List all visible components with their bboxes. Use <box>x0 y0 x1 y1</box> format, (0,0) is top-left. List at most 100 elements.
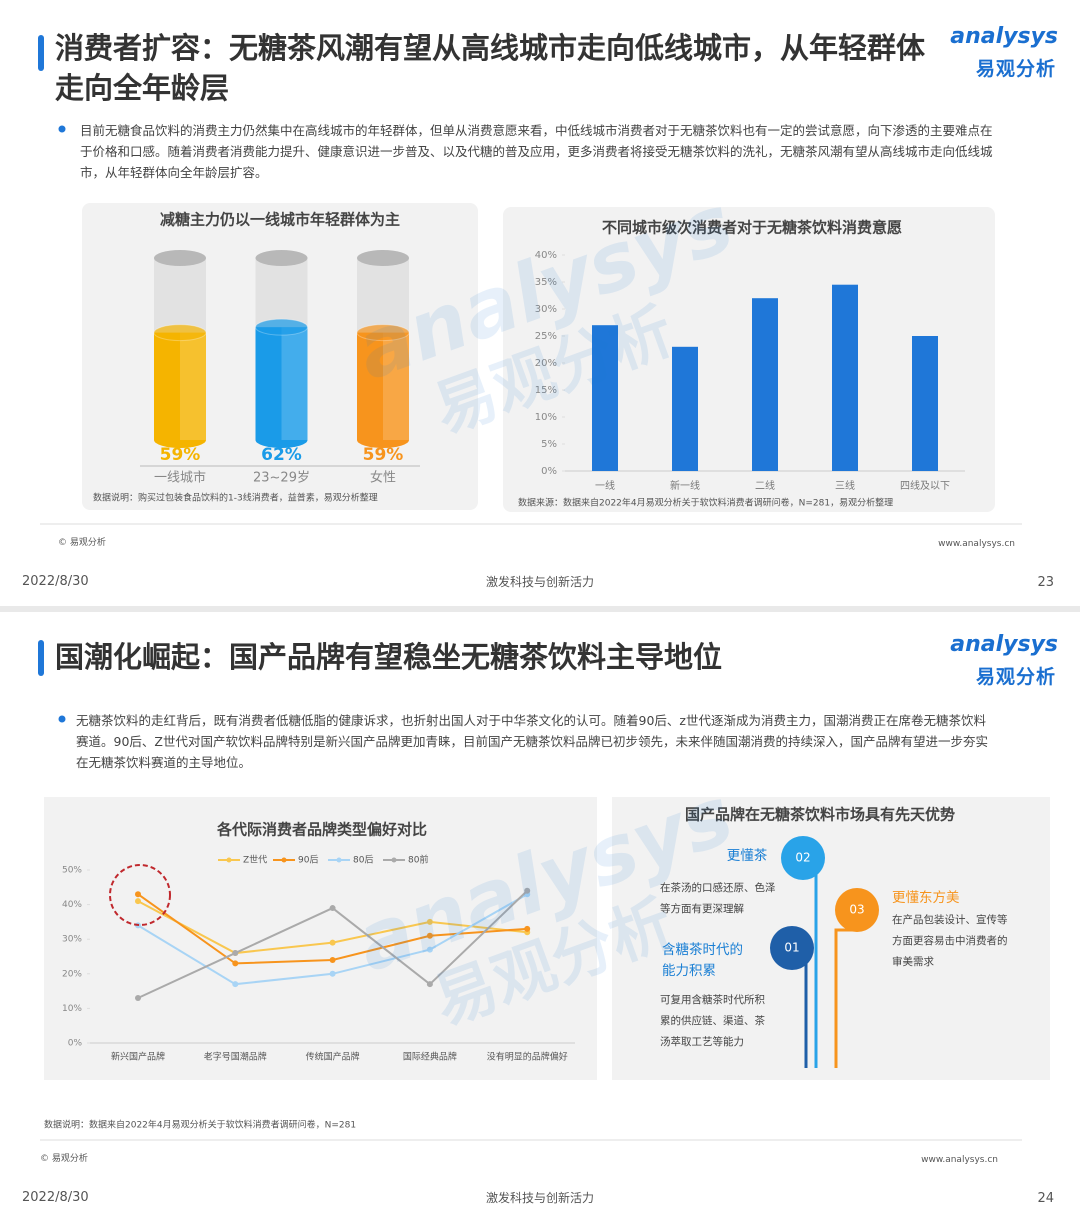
item-title: 含糖茶时代的能力积累 <box>662 942 743 979</box>
item-text: 可复用含糖茶时代所积累的供应链、渠道、茶汤萃取工艺等能力 <box>660 994 765 1048</box>
slide-title: 国潮化崛起：国产品牌有望稳坐无糖茶饮料主导地位 <box>55 640 723 674</box>
point <box>524 925 531 932</box>
legend-dot <box>391 857 397 863</box>
title-accent <box>38 35 44 71</box>
legend-dot <box>336 857 342 863</box>
category-label: 一线城市 <box>154 470 206 486</box>
x-tick-label: 新一线 <box>670 479 700 492</box>
x-tick-label: 一线 <box>595 479 615 492</box>
bar <box>832 284 858 471</box>
item-number: 01 <box>784 941 799 955</box>
item-text: 在茶汤的口感还原、色泽等方面有更深理解 <box>660 882 776 915</box>
logo-cn: 易观分析 <box>975 666 1056 688</box>
point <box>426 981 433 988</box>
item-text: 在产品包装设计、宣传等方面更容易击中消费者的审美需求 <box>892 914 1008 968</box>
cylinder-level <box>255 318 308 336</box>
slide-graphics: 各代际消费者品牌类型偏好对比 0% 10% 20% 30% 40% 50% 新兴国产品牌 老字号… <box>38 640 1050 1141</box>
bullet-text: 目前无糖食品饮料的消费主力仍然集中在高线城市的年轻群体，但单从消费意愿来看，中低… <box>80 123 993 180</box>
y-tick-label: 35% <box>535 277 557 288</box>
chart-title: 减糖主力仍以一线城市年轻群体为主 <box>160 211 400 229</box>
bar <box>752 298 778 471</box>
y-tick-label: 15% <box>535 385 557 396</box>
value-label: 59% <box>160 445 201 465</box>
value-label: 59% <box>363 445 404 465</box>
point <box>135 891 141 898</box>
x-tick-label: 没有明显的品牌偏好 <box>487 1051 568 1063</box>
cylinder-fill <box>154 332 206 440</box>
bar <box>672 346 698 471</box>
y-tick-label: 20% <box>62 969 82 979</box>
item-number: 02 <box>795 851 810 865</box>
diagram-panel <box>612 797 1050 1080</box>
item-title: 更懂东方美 <box>892 890 960 906</box>
legend-label: 80后 <box>353 855 373 866</box>
y-tick-label: 10% <box>62 1004 82 1014</box>
highlight-circle <box>109 864 171 926</box>
legend-dot <box>281 857 287 863</box>
y-tick-label: 25% <box>535 331 557 342</box>
website: www.analysys.cn <box>921 1155 998 1165</box>
bar <box>592 325 618 471</box>
chart-panel <box>44 797 597 1080</box>
bullet-text: 无糖茶饮料的走红背后，既有消费者低糖低脂的健康诉求，也折射出国人对于中华茶文化的… <box>76 713 988 770</box>
y-tick-label: 30% <box>62 935 82 945</box>
slogan: 激发科技与创新活力 <box>485 575 594 589</box>
cylinder-level <box>153 324 207 342</box>
x-tick-label: 传统国产品牌 <box>306 1051 360 1063</box>
y-tick-label: 10% <box>535 412 557 423</box>
item-title: 更懂茶 <box>726 848 768 864</box>
slide-graphics: 减糖主力仍以一线城市年轻群体为主 59% 一线城市 62% 23~29岁 59% 女性数据说… <box>38 35 1022 525</box>
x-tick-label: 新兴国产品牌 <box>111 1051 165 1063</box>
y-tick-label: 40% <box>535 250 557 261</box>
y-tick-label: 40% <box>62 900 82 910</box>
legend-label: Z世代 <box>243 854 267 866</box>
item-circle <box>770 926 814 970</box>
y-tick-label: 5% <box>541 439 557 450</box>
point <box>329 939 336 946</box>
title-accent <box>38 640 44 676</box>
point <box>426 946 433 953</box>
chart-title: 不同城市级次消费者对于无糖茶饮料消费意愿 <box>602 219 902 237</box>
chart-note: 数据说明：购买过包装食品饮料的1-3线消费者，益普素，易观分析整理 <box>93 492 378 504</box>
page-number: 24 <box>1037 1191 1054 1206</box>
logo-cn: 易观分析 <box>975 58 1056 80</box>
point <box>524 887 531 894</box>
category-label: 23~29岁 <box>253 471 310 486</box>
item-circle <box>835 888 879 932</box>
cylinder-shade <box>383 332 409 440</box>
page-number: 23 <box>1037 575 1054 590</box>
point <box>135 995 141 1002</box>
diagram-title: 国产品牌在无糖茶饮料市场具有先天优势 <box>685 806 955 824</box>
copyright: © 易观分析 <box>40 1154 88 1164</box>
bullet-dot <box>58 125 66 133</box>
point <box>232 960 239 967</box>
date: 2022/8/30 <box>22 1190 89 1205</box>
y-tick-label: 0% <box>541 466 557 477</box>
point <box>329 905 336 912</box>
value-label: 62% <box>261 445 302 465</box>
x-tick-label: 二线 <box>755 479 775 492</box>
legend-label: 80前 <box>408 854 428 866</box>
slide-title: 消费者扩容：无糖茶风潮有望从高线城市走向低线城市，从年轻群体走向全年龄层 <box>55 31 926 105</box>
point <box>426 918 433 925</box>
point <box>329 970 336 977</box>
bullet-dot <box>58 715 66 723</box>
cylinder-level <box>356 324 410 342</box>
item-circle <box>781 836 825 880</box>
legend-label: 90后 <box>298 855 318 866</box>
x-tick-label: 四线及以下 <box>900 479 950 492</box>
x-tick-label: 老字号国潮品牌 <box>204 1051 267 1063</box>
slide: 减糖主力仍以一线城市年轻群体为主 59% 一线城市 62% 23~29岁 59% 女性数据说… <box>0 0 1080 606</box>
cylinder-shade <box>180 332 206 440</box>
cylinder-fill <box>357 332 409 440</box>
point <box>135 898 141 905</box>
logo-en: analysys <box>950 632 1058 657</box>
chart-source: 数据来源：数据来自2022年4月易观分析关于软饮料消费者调研问卷，N=281，易… <box>518 497 893 509</box>
chart-panel <box>503 207 995 512</box>
legend-dot <box>226 857 232 863</box>
category-label: 女性 <box>370 470 396 486</box>
website: www.analysys.cn <box>938 539 1015 549</box>
slogan: 激发科技与创新活力 <box>485 1191 594 1205</box>
cylinder-top <box>357 250 409 266</box>
